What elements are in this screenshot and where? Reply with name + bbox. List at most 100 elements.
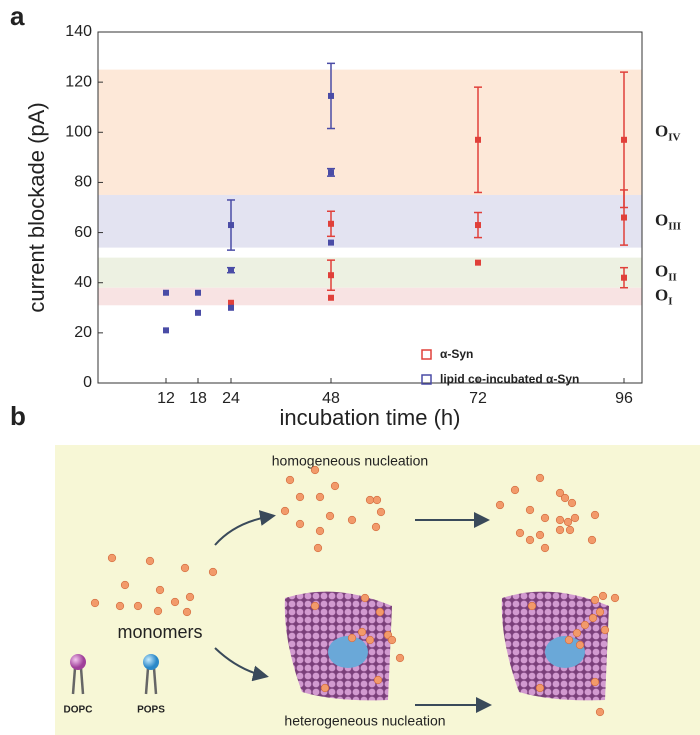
x-tick-label: 72	[469, 390, 487, 407]
monomer	[564, 635, 574, 645]
monomer	[527, 601, 537, 611]
lipid-tail	[152, 667, 158, 695]
monomer	[347, 515, 357, 525]
band-label-main: O	[655, 285, 668, 304]
y-tick-label: 0	[83, 374, 92, 391]
monomer	[295, 519, 305, 529]
label: homogeneous nucleation	[272, 453, 428, 469]
monomer	[575, 640, 585, 650]
monomer	[120, 580, 130, 590]
monomer	[320, 683, 330, 693]
band-label: OII	[655, 262, 677, 284]
monomer	[590, 677, 600, 687]
lipid-head	[143, 654, 159, 670]
point	[228, 299, 234, 306]
y-tick-label: 60	[74, 224, 92, 241]
monomer	[145, 556, 155, 566]
monomer	[387, 635, 397, 645]
band-label: OI	[655, 285, 673, 307]
monomer	[525, 505, 535, 515]
point	[328, 294, 334, 301]
monomer	[535, 683, 545, 693]
panel-label: b	[10, 401, 26, 431]
monomer	[371, 522, 381, 532]
monomer	[535, 530, 545, 540]
monomer	[357, 627, 367, 637]
diagram: homogeneous nucleation monomers DOPC POP…	[55, 445, 700, 735]
monomer	[570, 513, 580, 523]
legend-label: α-Syn	[440, 347, 473, 361]
monomer	[170, 597, 180, 607]
y-tick-label: 40	[74, 274, 92, 291]
band	[98, 287, 642, 306]
legend-marker	[421, 349, 432, 360]
monomer	[315, 526, 325, 536]
point	[195, 309, 201, 316]
monomer	[185, 592, 195, 602]
monomer	[280, 506, 290, 516]
pops-domain	[328, 636, 368, 668]
monomer	[540, 543, 550, 553]
monomer	[560, 493, 570, 503]
monomer	[563, 517, 573, 527]
monomer	[325, 511, 335, 521]
monomer	[295, 492, 305, 502]
monomer	[90, 598, 100, 608]
legend-label: lipid co-incubated α-Syn	[440, 372, 579, 386]
monomer	[360, 593, 370, 603]
legend-marker	[421, 374, 432, 385]
arrow	[214, 510, 276, 546]
monomer	[600, 625, 610, 635]
label: DOPC	[64, 705, 93, 716]
panel-label: a	[10, 1, 25, 31]
monomer	[310, 465, 320, 475]
point	[475, 136, 481, 143]
point	[328, 220, 334, 227]
point	[195, 289, 201, 296]
monomer	[115, 601, 125, 611]
arrow	[214, 647, 269, 682]
plot-frame	[97, 31, 643, 384]
band	[98, 194, 642, 248]
monomer	[590, 595, 600, 605]
point	[621, 274, 627, 281]
point	[328, 272, 334, 279]
lipid-tail	[144, 667, 150, 695]
monomer	[610, 593, 620, 603]
band	[98, 257, 642, 288]
monomer	[285, 475, 295, 485]
lipid-tail	[79, 667, 85, 695]
monomer	[372, 495, 382, 505]
monomer	[313, 543, 323, 553]
monomer	[180, 563, 190, 573]
monomer	[595, 607, 605, 617]
band-label-main: O	[655, 121, 668, 140]
monomer	[310, 601, 320, 611]
point	[228, 267, 234, 274]
x-tick-label: 18	[189, 390, 207, 407]
monomer	[373, 675, 383, 685]
band-label-sub: I	[668, 295, 672, 307]
point	[621, 136, 627, 143]
monomer	[590, 510, 600, 520]
monomer	[555, 515, 565, 525]
monomer	[580, 620, 590, 630]
monomer	[375, 607, 385, 617]
monomer	[182, 607, 192, 617]
band-label-sub: II	[668, 271, 677, 283]
monomer	[515, 528, 525, 538]
band-label-sub: IV	[668, 131, 680, 143]
monomer	[598, 591, 608, 601]
monomer	[376, 507, 386, 517]
monomer	[540, 513, 550, 523]
monomer	[510, 485, 520, 495]
x-tick-label: 48	[322, 390, 340, 407]
monomer	[155, 585, 165, 595]
y-axis-label: current blockade (pA)	[24, 102, 49, 312]
pops-domain	[545, 636, 585, 668]
point	[475, 222, 481, 229]
monomer	[567, 498, 577, 508]
band	[98, 69, 642, 195]
